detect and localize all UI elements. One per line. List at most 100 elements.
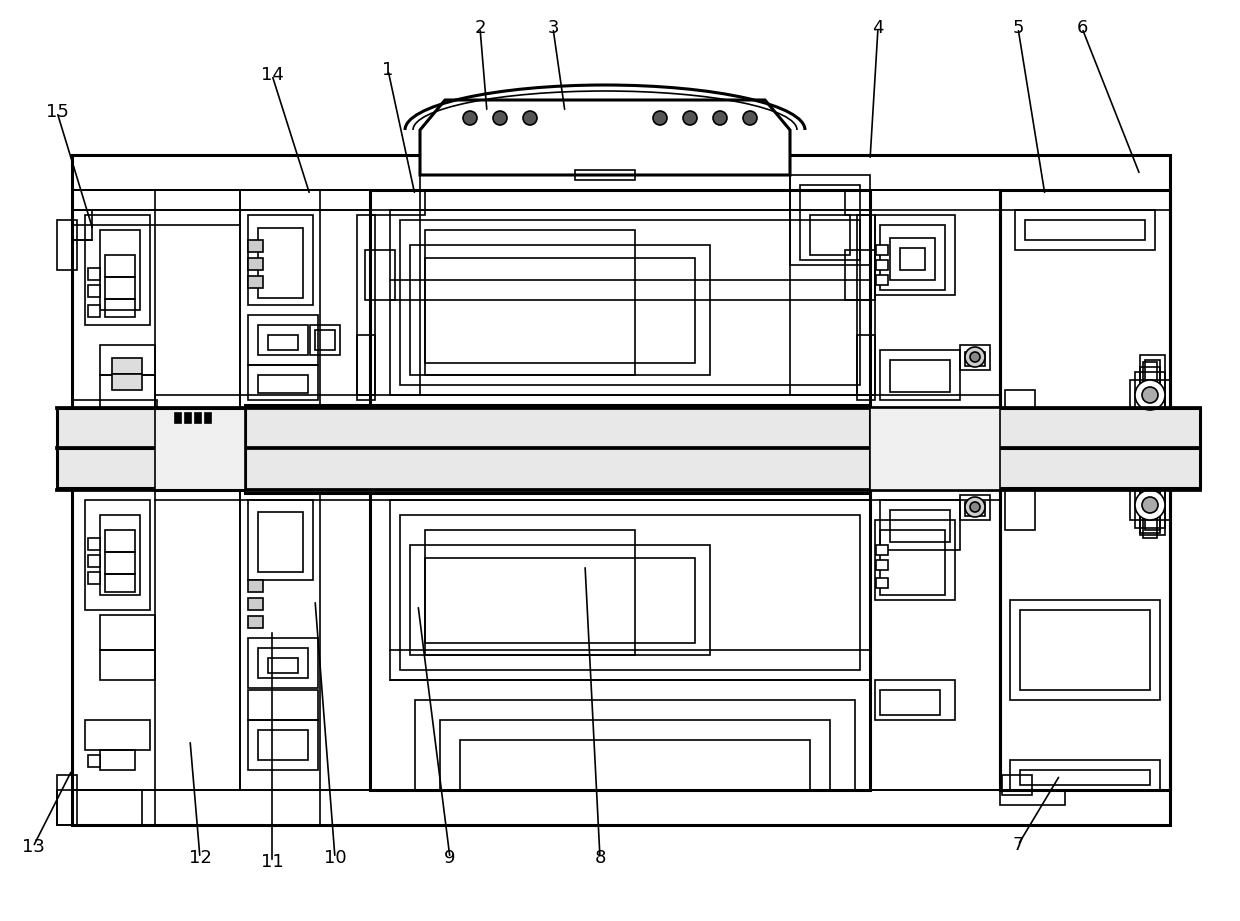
Bar <box>1135 482 1166 528</box>
Bar <box>800 185 861 260</box>
Bar <box>105 255 135 277</box>
Bar <box>900 248 925 270</box>
Bar <box>1145 360 1159 530</box>
Bar <box>100 650 155 680</box>
Bar <box>88 268 100 280</box>
Bar <box>999 790 1065 805</box>
Bar <box>112 358 143 374</box>
Bar <box>105 299 135 317</box>
Circle shape <box>970 502 980 512</box>
Bar <box>258 512 303 572</box>
Bar <box>246 405 870 493</box>
Bar <box>391 500 870 680</box>
Bar <box>175 413 181 423</box>
Bar <box>1140 367 1159 423</box>
Bar <box>268 335 298 350</box>
Bar <box>248 616 263 628</box>
Bar <box>86 215 150 325</box>
Text: 13: 13 <box>21 838 45 856</box>
Bar <box>460 740 810 790</box>
Bar <box>100 375 155 410</box>
Bar <box>72 155 1171 190</box>
Bar <box>1011 760 1159 790</box>
Bar <box>1140 477 1159 533</box>
Bar <box>810 215 849 255</box>
Bar <box>357 215 374 395</box>
Bar <box>370 190 870 790</box>
Bar <box>248 240 263 252</box>
Bar <box>248 258 263 270</box>
Circle shape <box>683 111 697 125</box>
Bar <box>88 572 100 584</box>
Bar <box>57 408 1200 448</box>
Bar <box>310 325 340 355</box>
Text: 11: 11 <box>260 853 284 871</box>
Bar <box>880 350 960 400</box>
Bar <box>890 238 935 280</box>
Bar <box>248 276 263 288</box>
Bar <box>57 220 77 270</box>
Bar <box>425 530 635 655</box>
Text: 2: 2 <box>474 19 486 37</box>
Bar <box>105 277 135 299</box>
Bar <box>88 755 100 767</box>
Bar <box>72 190 1171 210</box>
Bar <box>844 190 870 215</box>
Bar <box>875 545 888 555</box>
Bar <box>410 245 711 375</box>
Bar <box>86 500 150 610</box>
Bar <box>1143 472 1157 538</box>
Bar <box>1140 355 1166 535</box>
Circle shape <box>653 111 667 125</box>
Bar <box>391 210 870 395</box>
Bar <box>248 365 317 400</box>
Bar <box>248 580 263 592</box>
Bar <box>790 175 870 265</box>
Bar <box>72 190 241 790</box>
Bar <box>72 155 1171 825</box>
Bar <box>401 515 861 670</box>
Circle shape <box>1135 380 1166 410</box>
Bar <box>875 275 888 285</box>
Bar <box>1025 220 1145 240</box>
Bar <box>155 408 246 490</box>
Bar <box>410 545 711 655</box>
Bar <box>1016 210 1154 250</box>
Bar <box>185 413 191 423</box>
Bar <box>195 413 201 423</box>
Text: 12: 12 <box>188 849 212 867</box>
Bar <box>1130 380 1171 410</box>
Bar <box>258 648 308 678</box>
Bar <box>1130 490 1171 520</box>
Bar <box>248 215 312 305</box>
Bar <box>86 720 150 750</box>
Bar <box>88 538 100 550</box>
Text: 1: 1 <box>382 61 393 79</box>
Bar <box>100 615 155 650</box>
Bar <box>425 258 694 363</box>
Bar <box>100 515 140 595</box>
Circle shape <box>970 352 980 362</box>
Circle shape <box>1142 497 1158 513</box>
Bar <box>1021 610 1149 690</box>
Bar <box>1143 362 1157 428</box>
Bar <box>875 215 955 295</box>
Bar <box>965 352 985 366</box>
Bar <box>248 690 317 720</box>
Bar <box>890 360 950 392</box>
Bar <box>100 230 140 310</box>
Bar <box>960 495 990 520</box>
Text: 7: 7 <box>1012 836 1024 854</box>
Bar <box>105 530 135 552</box>
Circle shape <box>463 111 477 125</box>
Bar <box>105 552 135 574</box>
Bar <box>105 574 135 592</box>
Bar <box>1004 490 1035 530</box>
Bar <box>875 578 888 588</box>
Bar <box>1135 372 1166 418</box>
Bar <box>57 790 143 825</box>
Bar <box>440 720 830 790</box>
Polygon shape <box>420 100 790 175</box>
Bar <box>1004 390 1035 430</box>
Circle shape <box>743 111 756 125</box>
